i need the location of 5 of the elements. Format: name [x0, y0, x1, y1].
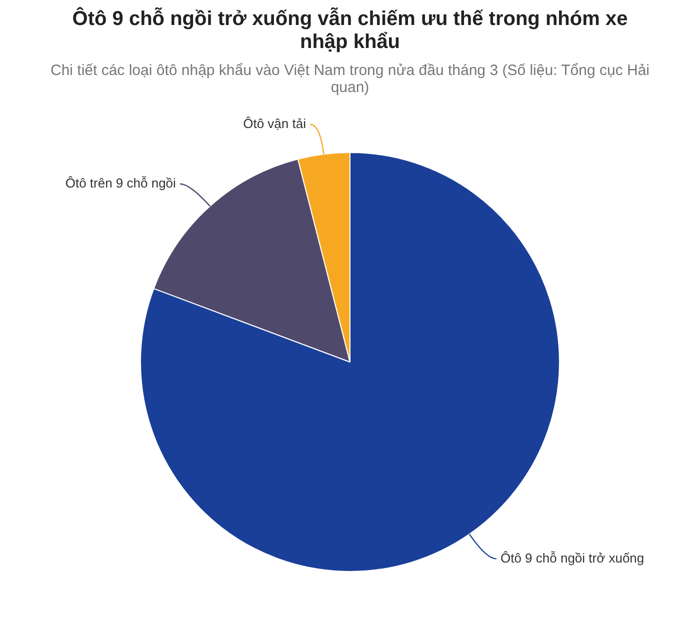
slice-label: Ôtô vận tải	[243, 116, 306, 131]
chart-subtitle: Chi tiết các loại ôtô nhập khẩu vào Việt Nam trong nửa đầu tháng 3 (Số liệu: Tổng cục Hải quan)	[49, 62, 651, 96]
slice-label: Ôtô trên 9 chỗ ngồi	[65, 175, 176, 190]
chart-title: Ôtô 9 chỗ ngồi trở xuống vẫn chiếm ưu thế trong nhóm xe nhập khẩu	[71, 8, 629, 54]
slice-label: Ôtô 9 chỗ ngồi trở xuống	[500, 550, 644, 566]
